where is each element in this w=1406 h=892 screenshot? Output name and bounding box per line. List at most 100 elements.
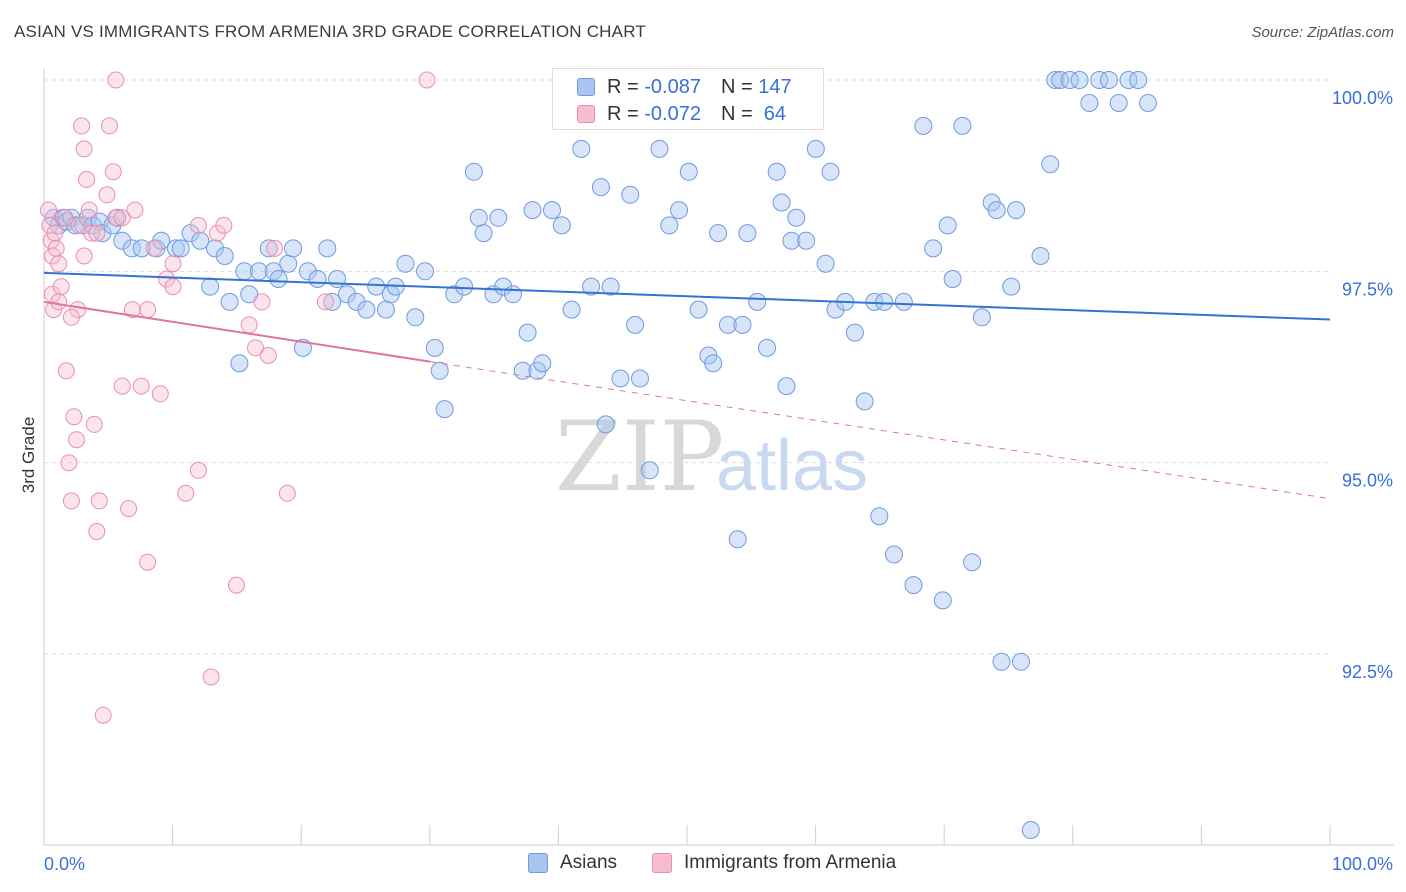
asians-point xyxy=(855,392,874,411)
asians-point xyxy=(122,239,141,258)
asians-point xyxy=(709,224,728,243)
asians-point xyxy=(1139,94,1157,112)
armenia-point xyxy=(47,239,65,257)
asians-point xyxy=(933,591,952,610)
series-legend: Asians Immigrants from Armenia xyxy=(0,852,1406,878)
asians-point xyxy=(562,300,581,319)
asians-point xyxy=(230,354,249,373)
asians-point xyxy=(972,308,991,327)
legend-row-armenia: R = -0.072 N = 64 xyxy=(577,102,786,126)
armenia-point xyxy=(253,293,271,311)
armenia-trend-extension xyxy=(429,361,1331,500)
asians-point xyxy=(445,285,464,304)
series-asians-points xyxy=(44,71,1157,839)
legend-swatch-armenia xyxy=(652,853,672,873)
asians-point xyxy=(1046,71,1065,89)
asians-point xyxy=(938,216,957,235)
asians-point xyxy=(670,201,688,220)
asians-point xyxy=(1080,94,1099,112)
legend-item-armenia: Immigrants from Armenia xyxy=(652,852,896,874)
asians-point xyxy=(166,239,185,258)
asians-point xyxy=(430,361,449,380)
asians-point xyxy=(816,254,835,273)
armenia-point xyxy=(259,347,277,364)
armenia-point xyxy=(418,71,436,89)
asians-point xyxy=(1090,71,1109,89)
legend-swatch-asians xyxy=(577,78,595,96)
armenia-point xyxy=(145,239,163,257)
asians-point xyxy=(591,178,610,197)
asians-point xyxy=(943,270,962,288)
armenia-point xyxy=(107,209,125,227)
series-armenia-points xyxy=(40,71,436,724)
asians-point xyxy=(1021,821,1040,839)
armenia-point xyxy=(60,454,78,472)
legend-swatch-armenia xyxy=(577,105,595,123)
armenia-point xyxy=(107,71,125,89)
y-tick-label: 100.0% xyxy=(1332,88,1393,108)
asians-point xyxy=(1109,94,1128,112)
armenia-point xyxy=(75,140,93,158)
legend-n-label: N = xyxy=(720,102,759,125)
armenia-point xyxy=(50,255,68,273)
asians-point xyxy=(240,285,259,304)
stats-legend: R = -0.087 N = 147 R = -0.072 N = 64 xyxy=(552,68,824,130)
asians-point xyxy=(626,315,645,334)
asians-point xyxy=(797,231,816,250)
asians-point xyxy=(987,201,1006,220)
asians-point xyxy=(660,216,679,235)
armenia-point xyxy=(113,209,131,227)
asians-point xyxy=(728,530,747,549)
asians-point xyxy=(406,308,425,327)
armenia-point xyxy=(139,301,157,319)
armenia-point xyxy=(88,224,106,242)
armenia-point xyxy=(126,201,144,219)
asians-point xyxy=(621,185,640,204)
asians-point xyxy=(113,231,132,250)
asians-point xyxy=(259,239,278,258)
asians-point xyxy=(904,576,923,595)
x-tick-label: 0.0% xyxy=(44,854,85,874)
asians-point xyxy=(533,354,552,373)
asians-point xyxy=(1119,71,1138,89)
asians-point xyxy=(787,208,806,227)
armenia-point xyxy=(113,377,131,395)
asians-point xyxy=(367,277,386,296)
armenia-point xyxy=(50,293,68,311)
legend-n-label: N = xyxy=(720,75,759,98)
asians-point xyxy=(733,315,752,334)
asians-point xyxy=(870,507,889,526)
asians-point xyxy=(596,415,615,434)
legend-r-value: -0.072 xyxy=(644,102,701,125)
asians-point xyxy=(963,553,982,572)
armenia-point xyxy=(75,247,93,265)
asians-point xyxy=(455,277,474,296)
asians-point xyxy=(494,277,513,296)
asians-point xyxy=(572,139,591,158)
asians-point xyxy=(171,239,190,258)
asians-point xyxy=(425,338,444,357)
chart-title: ASIAN VS IMMIGRANTS FROM ARMENIA 3RD GRA… xyxy=(14,22,646,41)
asians-point xyxy=(821,162,840,181)
armenia-point xyxy=(189,461,207,479)
armenia-point xyxy=(85,415,103,433)
source-label: Source: ZipAtlas.com xyxy=(1251,24,1394,41)
asians-point xyxy=(1041,155,1060,174)
asians-point xyxy=(328,270,347,288)
watermark-atlas: atlas xyxy=(716,426,868,506)
asians-point xyxy=(885,545,903,564)
axes xyxy=(43,68,1394,846)
armenia-point xyxy=(78,171,96,188)
armenia-point xyxy=(40,201,57,219)
asians-point xyxy=(738,224,757,243)
legend-r-label: R = xyxy=(607,102,645,125)
armenia-point xyxy=(98,186,116,204)
armenia-point xyxy=(88,523,106,540)
asians-point xyxy=(206,239,224,258)
armenia-point xyxy=(62,492,80,510)
asians-point xyxy=(489,208,508,227)
asians-point xyxy=(357,300,376,319)
armenia-point xyxy=(123,301,141,319)
